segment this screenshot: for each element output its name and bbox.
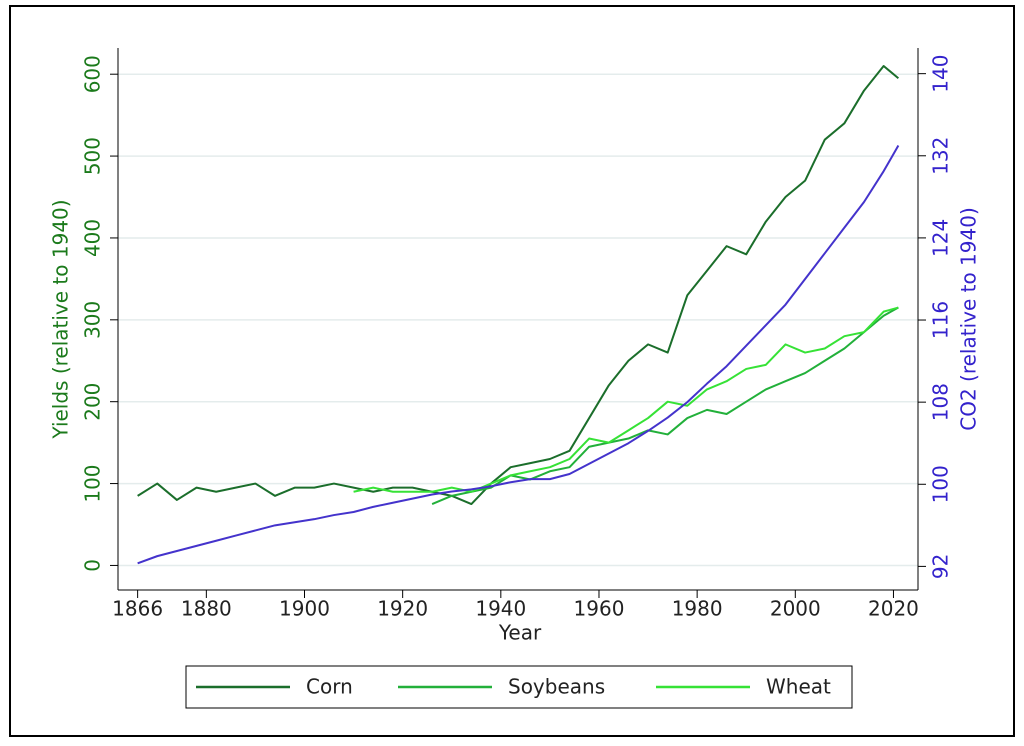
- y-tick-label: 400: [81, 219, 105, 257]
- y-tick-label: 500: [81, 137, 105, 175]
- y-tick-label: 100: [81, 464, 105, 502]
- x-tick-label: 2000: [770, 597, 821, 621]
- x-tick-label: 1980: [672, 597, 723, 621]
- y-tick-label: 200: [81, 383, 105, 421]
- frame: [9, 5, 1015, 737]
- legend-label: Corn: [306, 675, 353, 699]
- x-tick-label: 1866: [112, 597, 163, 621]
- series-line: [137, 65, 900, 506]
- x-tick-label: 1900: [279, 597, 330, 621]
- y-axis-label: Yields (relative to 1940): [49, 199, 73, 439]
- y2-tick-label: 124: [929, 219, 953, 257]
- x-tick-label: 1880: [181, 597, 232, 621]
- x-tick-label: 1940: [475, 597, 526, 621]
- y-tick-label: 600: [81, 55, 105, 93]
- y-tick-label: 300: [81, 301, 105, 339]
- y2-tick-label: 100: [929, 465, 953, 503]
- legend-label: Soybeans: [508, 675, 605, 699]
- y2-tick-label: 132: [929, 137, 953, 175]
- x-axis-label: Year: [498, 621, 542, 645]
- y2-tick-label: 140: [929, 55, 953, 93]
- legend-label: Wheat: [766, 675, 831, 699]
- y-tick-label: 0: [81, 559, 105, 572]
- series-line: [353, 306, 899, 493]
- y2-tick-label: 92: [929, 554, 953, 579]
- x-tick-label: 2020: [868, 597, 919, 621]
- x-tick-label: 1960: [574, 597, 625, 621]
- y2-axis-label: CO2 (relative to 1940): [957, 207, 981, 431]
- y2-tick-label: 116: [929, 301, 953, 339]
- series-line: [137, 145, 900, 565]
- x-tick-label: 1920: [377, 597, 428, 621]
- y2-tick-label: 108: [929, 383, 953, 421]
